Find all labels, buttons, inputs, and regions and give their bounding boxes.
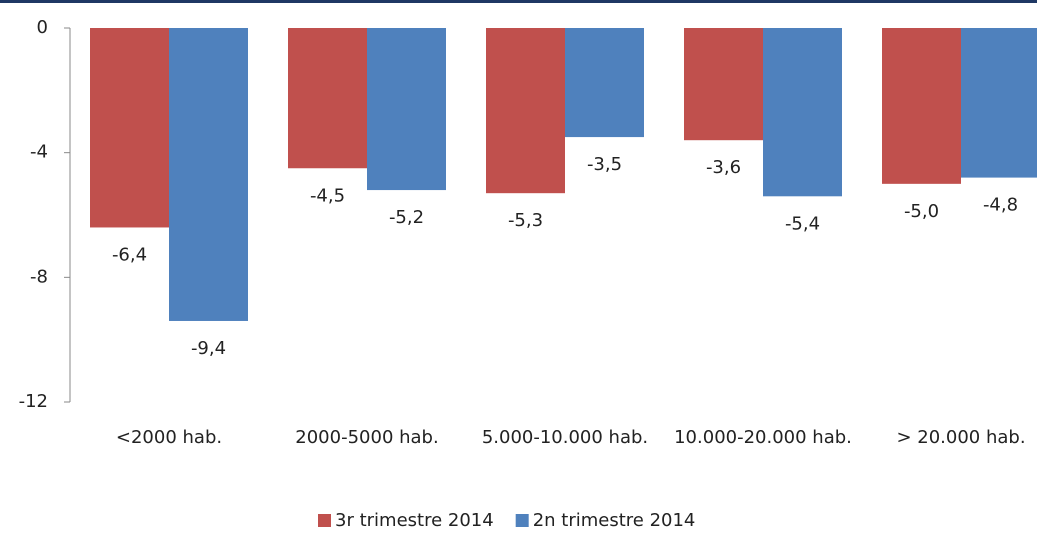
value-label: -5,3 — [508, 210, 543, 231]
y-tick-label: -4 — [30, 142, 48, 163]
legend-label: 3r trimestre 2014 — [335, 510, 494, 531]
bar — [961, 28, 1037, 178]
y-tick-label: 0 — [37, 17, 48, 38]
value-label: -4,8 — [983, 195, 1018, 216]
x-tick-label: 10.000-20.000 hab. — [674, 427, 852, 448]
bar — [367, 28, 446, 191]
y-tick-label: -12 — [19, 391, 48, 412]
value-label: -5,0 — [904, 201, 939, 222]
top-border — [0, 0, 1037, 3]
value-label: -3,5 — [587, 154, 622, 175]
value-label: -3,6 — [706, 157, 741, 178]
value-label: -4,5 — [310, 185, 345, 206]
bar — [169, 28, 248, 321]
bar — [486, 28, 565, 194]
bar — [763, 28, 842, 197]
legend-label: 2n trimestre 2014 — [533, 510, 696, 531]
legend-swatch — [515, 514, 529, 527]
x-tick-label: 5.000-10.000 hab. — [481, 427, 649, 448]
value-label: -9,4 — [191, 338, 226, 359]
y-tick-label: -8 — [30, 266, 48, 287]
value-label: -6,4 — [112, 244, 147, 265]
x-tick-label: 2000-5000 hab. — [295, 427, 439, 448]
bar — [565, 28, 644, 138]
legend-swatch — [318, 514, 331, 527]
bar — [684, 28, 763, 141]
bar — [288, 28, 367, 169]
value-label: -5,4 — [785, 213, 820, 234]
x-tick-label: <2000 hab. — [115, 427, 223, 448]
value-label: -5,2 — [389, 207, 424, 228]
bar — [90, 28, 169, 228]
bar — [882, 28, 961, 184]
x-tick-label: > 20.000 hab. — [896, 427, 1026, 448]
